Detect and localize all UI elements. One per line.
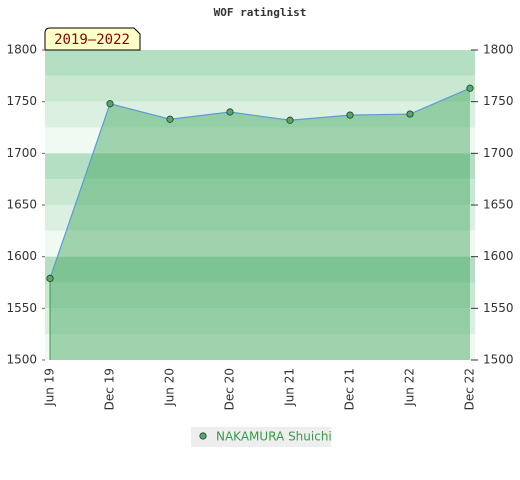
stripe [45, 50, 475, 76]
x-tick-label: Jun 19 [43, 368, 57, 407]
y2-tick-label: 1500 [483, 353, 514, 367]
stripe [45, 205, 475, 231]
stripe [45, 153, 475, 180]
stripe [45, 308, 475, 335]
line [49, 87, 471, 279]
marker [166, 115, 174, 123]
marker [466, 84, 474, 92]
y-tick-label: 1750 [6, 94, 37, 108]
x-tick-label: Jun 20 [163, 368, 177, 407]
chart-title: WOF ratinglist [214, 6, 307, 19]
y-tick-label: 1550 [6, 301, 37, 315]
stripe [45, 179, 475, 205]
stripe [45, 230, 475, 257]
y2-tick-label: 1650 [483, 198, 514, 212]
legend-marker [199, 432, 207, 440]
stripe [45, 334, 475, 360]
y-tick-label: 1800 [6, 43, 37, 57]
legend-text: NAKAMURA Shuichi [216, 430, 332, 444]
stripe [45, 75, 475, 102]
y-tick-label: 1600 [6, 249, 37, 263]
stripe [45, 282, 475, 309]
y-tick-label: 1500 [6, 353, 37, 367]
x-tick-label: Jun 22 [403, 368, 417, 407]
y-tick-label: 1700 [6, 146, 37, 160]
stripe [45, 256, 475, 283]
plot [46, 84, 474, 360]
badge-box [44, 27, 141, 51]
y2-tick-label: 1750 [483, 94, 514, 108]
marker [406, 110, 414, 118]
y2-tick-label: 1800 [483, 43, 514, 57]
marker [346, 111, 354, 119]
stripe [45, 127, 475, 154]
x-tick-label: Jun 21 [283, 368, 297, 407]
legend-box [191, 427, 331, 447]
marker [226, 108, 234, 116]
x-tick-label: Dec 19 [103, 368, 117, 410]
marker [286, 116, 294, 124]
area [50, 88, 470, 360]
x-tick-label: Dec 22 [463, 368, 477, 410]
x-tick-label: Dec 21 [343, 368, 357, 410]
y-tick-label: 1650 [6, 198, 37, 212]
badge-text: 2019–2022 [54, 32, 130, 48]
y2-tick-label: 1550 [483, 301, 514, 315]
marker [106, 100, 114, 108]
x-tick-label: Dec 20 [223, 368, 237, 410]
background [45, 50, 475, 360]
y2-tick-label: 1700 [483, 146, 514, 160]
y2-tick-label: 1600 [483, 249, 514, 263]
marker [46, 274, 54, 282]
